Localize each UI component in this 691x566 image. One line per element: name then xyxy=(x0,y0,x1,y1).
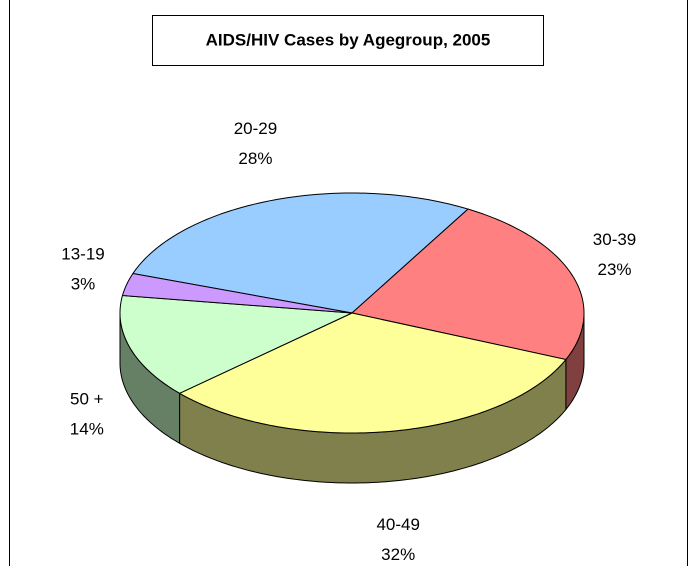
slice xyxy=(119,294,354,394)
slice xyxy=(178,312,567,434)
slice xyxy=(350,208,585,361)
slice-category-label: 40-49 xyxy=(376,515,419,534)
slice xyxy=(132,192,470,314)
slice-value-label: 28% xyxy=(238,149,272,168)
title-box xyxy=(152,15,544,66)
slice-value-label: 14% xyxy=(70,420,104,439)
slice-value-label: 23% xyxy=(598,260,632,279)
slice-value-label: 3% xyxy=(71,275,96,294)
slice xyxy=(121,272,353,314)
chart-title: AIDS/HIV Cases by Agegroup, 2005 xyxy=(206,30,491,49)
pie-labels: 20-29 28% 30-39 23% 40-49 32% 50 + 14% 13-19 3% xyxy=(61,119,636,564)
slice-value-label: 32% xyxy=(381,545,415,564)
slice-category-label: 30-39 xyxy=(593,230,636,249)
slice-category-label: 50 + xyxy=(70,390,104,409)
slice-category-label: 13-19 xyxy=(61,245,104,264)
slice-category-label: 20-29 xyxy=(234,119,277,138)
pie-tops xyxy=(119,192,585,434)
